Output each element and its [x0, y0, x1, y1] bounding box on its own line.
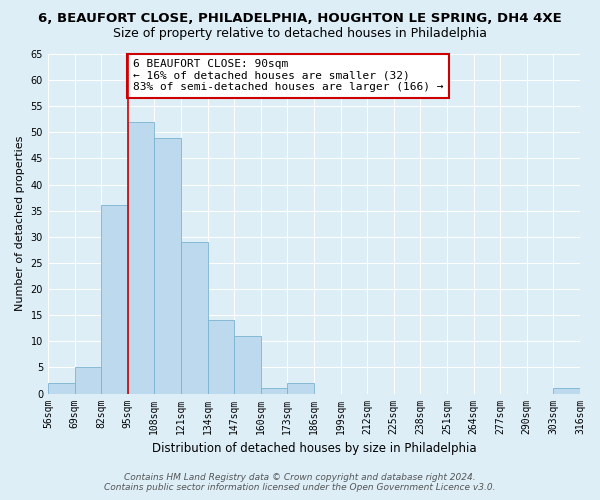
Text: 6 BEAUFORT CLOSE: 90sqm
← 16% of detached houses are smaller (32)
83% of semi-de: 6 BEAUFORT CLOSE: 90sqm ← 16% of detache… — [133, 59, 443, 92]
Text: Contains HM Land Registry data © Crown copyright and database right 2024.
Contai: Contains HM Land Registry data © Crown c… — [104, 473, 496, 492]
Bar — [101, 206, 128, 394]
Bar — [154, 138, 181, 394]
Bar — [287, 383, 314, 394]
Bar — [553, 388, 580, 394]
Text: 6, BEAUFORT CLOSE, PHILADELPHIA, HOUGHTON LE SPRING, DH4 4XE: 6, BEAUFORT CLOSE, PHILADELPHIA, HOUGHTO… — [38, 12, 562, 26]
Y-axis label: Number of detached properties: Number of detached properties — [15, 136, 25, 312]
Bar — [48, 383, 74, 394]
Bar — [261, 388, 287, 394]
Bar — [74, 368, 101, 394]
Text: Size of property relative to detached houses in Philadelphia: Size of property relative to detached ho… — [113, 28, 487, 40]
Bar — [208, 320, 234, 394]
Bar — [234, 336, 261, 394]
X-axis label: Distribution of detached houses by size in Philadelphia: Distribution of detached houses by size … — [152, 442, 476, 455]
Bar — [128, 122, 154, 394]
Bar — [181, 242, 208, 394]
